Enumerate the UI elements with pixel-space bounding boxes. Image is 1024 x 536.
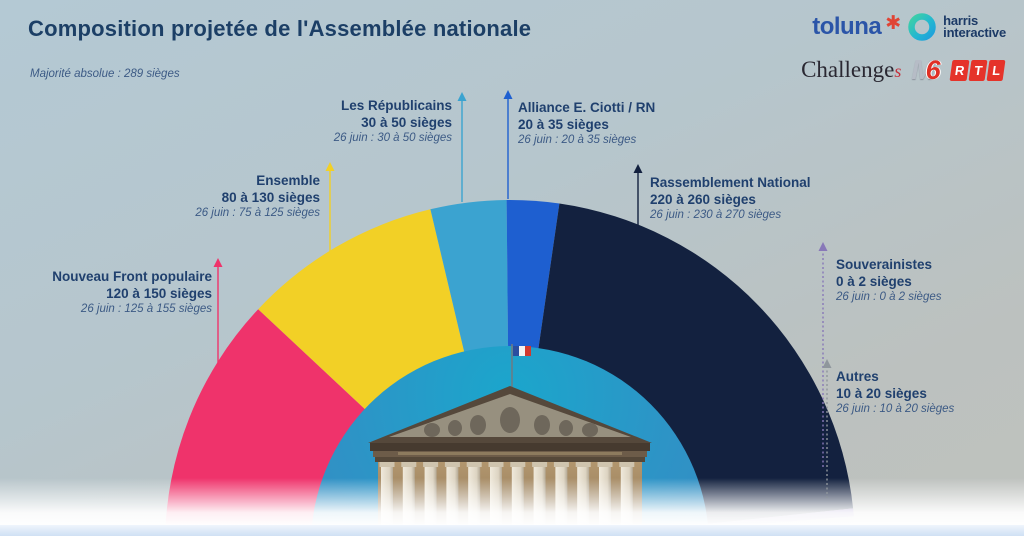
party-name: Les Républicains xyxy=(340,98,452,113)
toluna-logo: toluna xyxy=(812,13,882,40)
m6-m: M xyxy=(911,54,935,85)
column-capital xyxy=(553,462,569,467)
frieze-band xyxy=(373,451,647,457)
challenges-logo: Challenges xyxy=(801,57,901,83)
column-capital xyxy=(401,462,417,467)
party-name: Alliance E. Ciotti / RN xyxy=(518,100,656,115)
party-previous-estimate: 26 juin : 30 à 50 sièges xyxy=(333,132,452,144)
arrowhead-icon-4 xyxy=(633,164,643,173)
column-capital xyxy=(488,462,504,467)
column-capital xyxy=(597,462,613,467)
party-seat-range: 30 à 50 sièges xyxy=(361,115,452,130)
party-previous-estimate: 26 juin : 75 à 125 sièges xyxy=(195,207,320,219)
party-name: Nouveau Front populaire xyxy=(52,269,212,284)
party-seat-range: 80 à 130 sièges xyxy=(221,190,320,205)
arrowhead-icon-5 xyxy=(818,242,828,251)
entablature xyxy=(370,443,650,451)
column-capital xyxy=(379,462,395,467)
column-capital xyxy=(444,462,460,467)
column-capital xyxy=(575,462,591,467)
label-nouveau-front-populaire: Nouveau Front populaire 120 à 150 sièges… xyxy=(52,268,212,317)
party-name: Ensemble xyxy=(256,173,320,188)
arrowhead-icon-2 xyxy=(457,92,467,101)
party-previous-estimate: 26 juin : 20 à 35 sièges xyxy=(518,134,637,146)
party-name: Rassemblement National xyxy=(650,175,811,190)
party-previous-estimate: 26 juin : 125 à 155 sièges xyxy=(80,303,212,315)
pediment-relief-figures xyxy=(424,407,598,437)
pediment-tympanum xyxy=(389,394,631,437)
frieze-inscription xyxy=(398,452,622,455)
harris-interactive-ring-icon xyxy=(908,13,936,41)
party-seat-range: 120 à 150 sièges xyxy=(106,286,212,301)
arrowhead-icon-0 xyxy=(213,258,223,267)
party-name: Souverainistes xyxy=(836,257,933,272)
toluna-star-icon: ✱ xyxy=(885,12,902,34)
party-previous-estimate: 26 juin : 10 à 20 sièges xyxy=(836,403,955,415)
rtl-l: L xyxy=(986,59,1006,81)
party-seat-range: 0 à 2 sièges xyxy=(836,274,912,289)
harris-interactive-logo: harris interactive xyxy=(943,12,1006,40)
french-flag-icon xyxy=(513,346,531,356)
label-souverainistes: Souverainistes 0 à 2 sièges 26 juin : 0 … xyxy=(836,256,942,305)
arrowhead-icon-6 xyxy=(822,359,832,368)
column-capital xyxy=(619,462,635,467)
party-seat-range: 10 à 20 sièges xyxy=(836,386,927,401)
arrowhead-icon-1 xyxy=(325,162,335,171)
logo-row-pollsters: toluna ✱ harris interactive xyxy=(812,12,1006,42)
party-previous-estimate: 26 juin : 0 à 2 sièges xyxy=(836,291,942,303)
label-ensemble: Ensemble 80 à 130 sièges 26 juin : 75 à … xyxy=(195,172,320,221)
party-seat-range: 20 à 35 sièges xyxy=(518,117,609,132)
column-capital xyxy=(466,462,482,467)
party-seat-range: 220 à 260 sièges xyxy=(650,192,756,207)
party-previous-estimate: 26 juin : 230 à 270 sièges xyxy=(650,209,782,221)
arrowhead-icon-3 xyxy=(503,90,513,99)
challenges-word: Challenge xyxy=(801,57,895,82)
bottom-white-haze xyxy=(0,478,1024,526)
rtl-t: T xyxy=(968,59,988,81)
bottom-blue-strip xyxy=(0,525,1024,536)
column-capital xyxy=(510,462,526,467)
m6-six: 6 xyxy=(925,54,941,85)
party-name: Autres xyxy=(836,369,879,384)
pediment-cornice xyxy=(368,386,652,443)
majority-note: Majorité absolue : 289 sièges xyxy=(30,68,180,80)
challenges-s: s xyxy=(894,61,902,81)
label-alliance-ciotti-rn: Alliance E. Ciotti / RN 20 à 35 sièges 2… xyxy=(518,99,655,148)
interactive-word: interactive xyxy=(943,25,1006,40)
label-rassemblement-national: Rassemblement National 220 à 260 sièges … xyxy=(650,174,811,223)
harris-word: harris xyxy=(943,12,979,28)
label-les-republicains: Les Républicains 30 à 50 sièges 26 juin … xyxy=(334,97,452,146)
rtl-r: R xyxy=(949,59,970,81)
column-capital xyxy=(532,462,548,467)
column-capital xyxy=(423,462,439,467)
architrave xyxy=(375,457,645,462)
page-title: Composition projetée de l'Assemblée nati… xyxy=(28,16,532,41)
label-autres: Autres 10 à 20 sièges 26 juin : 10 à 20 … xyxy=(836,368,954,417)
